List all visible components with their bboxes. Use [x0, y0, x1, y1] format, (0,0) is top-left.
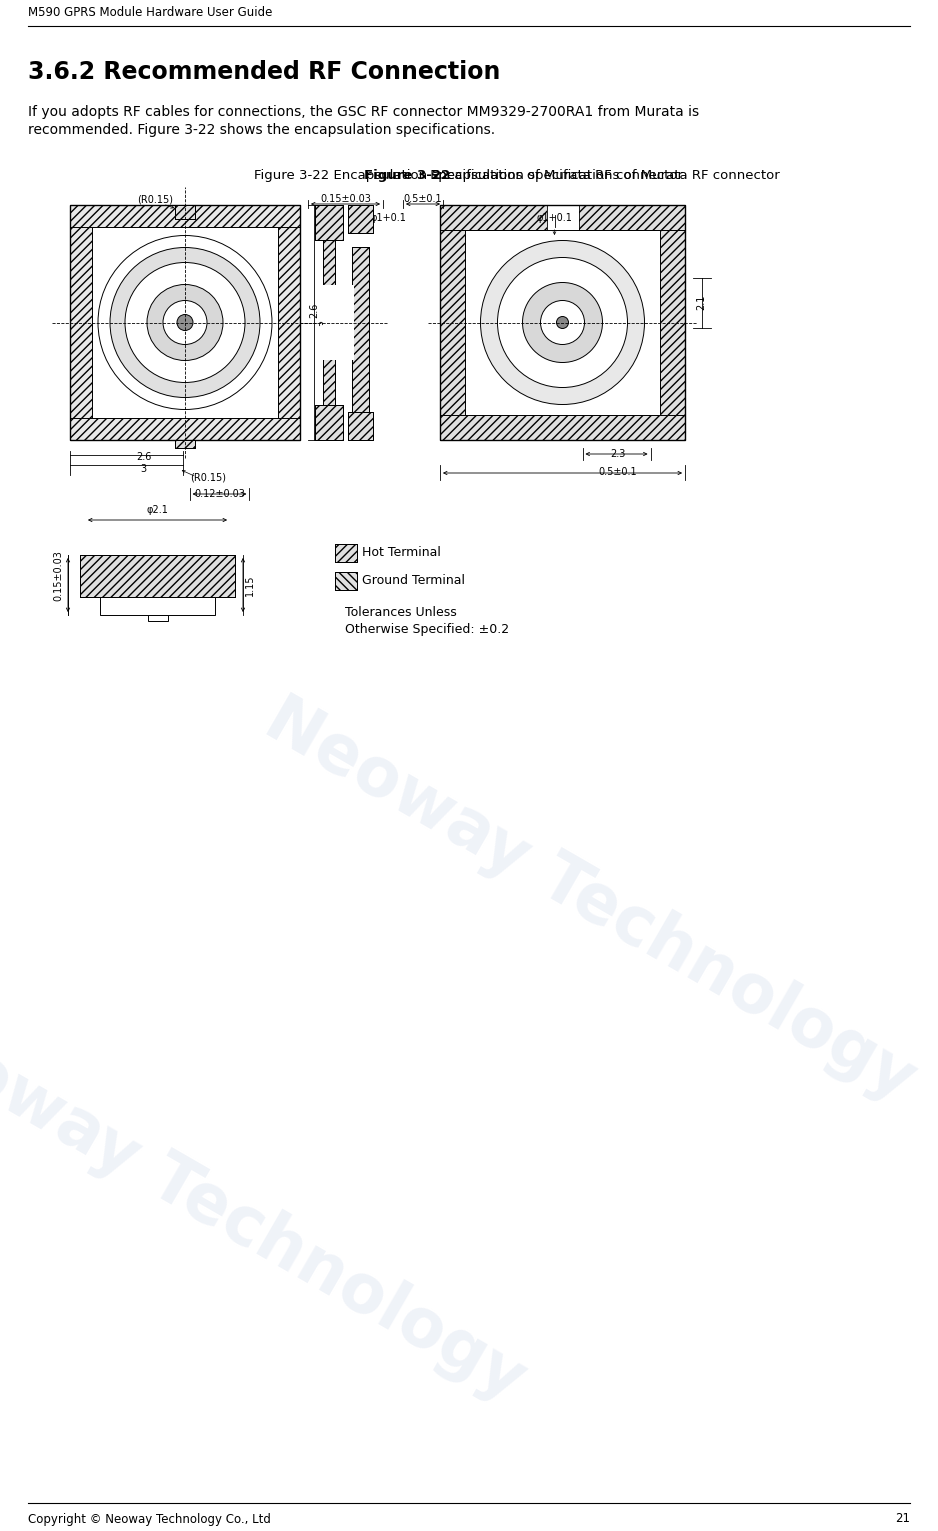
- Text: Figure 3-22 Encapsulation specifications of Murata RF connector: Figure 3-22 Encapsulation specifications…: [254, 168, 684, 182]
- Bar: [175, 205, 195, 219]
- Text: 3.6.2 Recommended RF Connection: 3.6.2 Recommended RF Connection: [28, 60, 500, 84]
- Circle shape: [125, 262, 245, 383]
- Bar: [323, 285, 354, 360]
- Bar: [70, 205, 300, 227]
- Bar: [440, 205, 685, 230]
- Bar: [440, 415, 685, 439]
- Text: Hot Terminal: Hot Terminal: [362, 547, 441, 559]
- Bar: [348, 412, 373, 439]
- Text: Neoway Technology: Neoway Technology: [253, 686, 927, 1115]
- Text: 0.12±0.03: 0.12±0.03: [194, 488, 245, 499]
- Text: Ground Terminal: Ground Terminal: [362, 574, 465, 588]
- Text: Encapsulation specifications of Murata RF connector: Encapsulation specifications of Murata R…: [426, 168, 779, 182]
- Text: 2.6: 2.6: [309, 303, 319, 318]
- Circle shape: [147, 285, 223, 360]
- Text: φ1+0.1: φ1+0.1: [371, 213, 406, 224]
- Text: φ1+0.1: φ1+0.1: [537, 213, 572, 224]
- Bar: [315, 205, 343, 240]
- Bar: [92, 227, 278, 418]
- Bar: [278, 205, 300, 439]
- Text: Tolerances Unless: Tolerances Unless: [345, 605, 457, 619]
- Bar: [440, 205, 465, 439]
- Text: Copyright © Neoway Technology Co., Ltd: Copyright © Neoway Technology Co., Ltd: [28, 1513, 271, 1525]
- Bar: [335, 573, 357, 589]
- Text: φ2.1: φ2.1: [146, 505, 169, 514]
- Circle shape: [522, 283, 602, 363]
- Text: 3: 3: [141, 464, 146, 475]
- Text: Neoway Technology: Neoway Technology: [0, 986, 537, 1415]
- Circle shape: [497, 257, 628, 387]
- Circle shape: [540, 300, 584, 344]
- Bar: [323, 240, 335, 406]
- Text: 1.15: 1.15: [245, 574, 255, 596]
- Circle shape: [480, 240, 644, 404]
- Circle shape: [163, 300, 207, 344]
- Bar: [348, 412, 373, 439]
- Text: Otherwise Specified: ±0.2: Otherwise Specified: ±0.2: [345, 623, 509, 635]
- Text: Figure 3-22: Figure 3-22: [364, 168, 450, 182]
- Bar: [175, 439, 195, 449]
- Bar: [70, 205, 300, 439]
- Bar: [70, 205, 92, 439]
- Text: 0.5±0.1: 0.5±0.1: [403, 194, 443, 204]
- Text: M590 GPRS Module Hardware User Guide: M590 GPRS Module Hardware User Guide: [28, 6, 272, 20]
- Bar: [175, 205, 195, 219]
- Bar: [175, 439, 195, 449]
- Bar: [315, 406, 343, 439]
- Bar: [352, 246, 369, 412]
- Bar: [80, 556, 235, 597]
- Text: 0.15±0.03: 0.15±0.03: [321, 194, 371, 204]
- Text: 2.6: 2.6: [136, 452, 151, 462]
- Bar: [465, 230, 660, 415]
- Text: 2.1: 2.1: [696, 295, 706, 311]
- Circle shape: [177, 314, 193, 331]
- Bar: [335, 544, 357, 562]
- Bar: [70, 418, 300, 439]
- Text: If you adopts RF cables for connections, the GSC RF connector MM9329-2700RA1 fro: If you adopts RF cables for connections,…: [28, 106, 699, 119]
- Bar: [100, 597, 215, 615]
- Bar: [323, 240, 335, 406]
- Bar: [80, 556, 235, 597]
- Text: (R0.15): (R0.15): [190, 473, 226, 482]
- Text: 3: 3: [319, 320, 329, 326]
- Text: 2.3: 2.3: [610, 449, 626, 459]
- Circle shape: [110, 248, 260, 398]
- Bar: [348, 205, 373, 233]
- Bar: [547, 205, 579, 230]
- Text: 0.15±0.03: 0.15±0.03: [53, 551, 63, 602]
- Bar: [147, 615, 168, 622]
- Bar: [315, 406, 343, 439]
- Text: (R0.15): (R0.15): [137, 194, 173, 205]
- Text: 0.5±0.1: 0.5±0.1: [598, 467, 637, 478]
- Text: recommended. Figure 3-22 shows the encapsulation specifications.: recommended. Figure 3-22 shows the encap…: [28, 122, 495, 136]
- Bar: [660, 205, 685, 439]
- Text: 21: 21: [895, 1513, 910, 1525]
- Bar: [348, 205, 373, 233]
- Bar: [352, 246, 369, 412]
- Bar: [440, 205, 685, 439]
- Circle shape: [556, 317, 568, 329]
- Bar: [335, 573, 357, 589]
- Bar: [335, 544, 357, 562]
- Circle shape: [98, 236, 272, 409]
- Bar: [315, 205, 343, 240]
